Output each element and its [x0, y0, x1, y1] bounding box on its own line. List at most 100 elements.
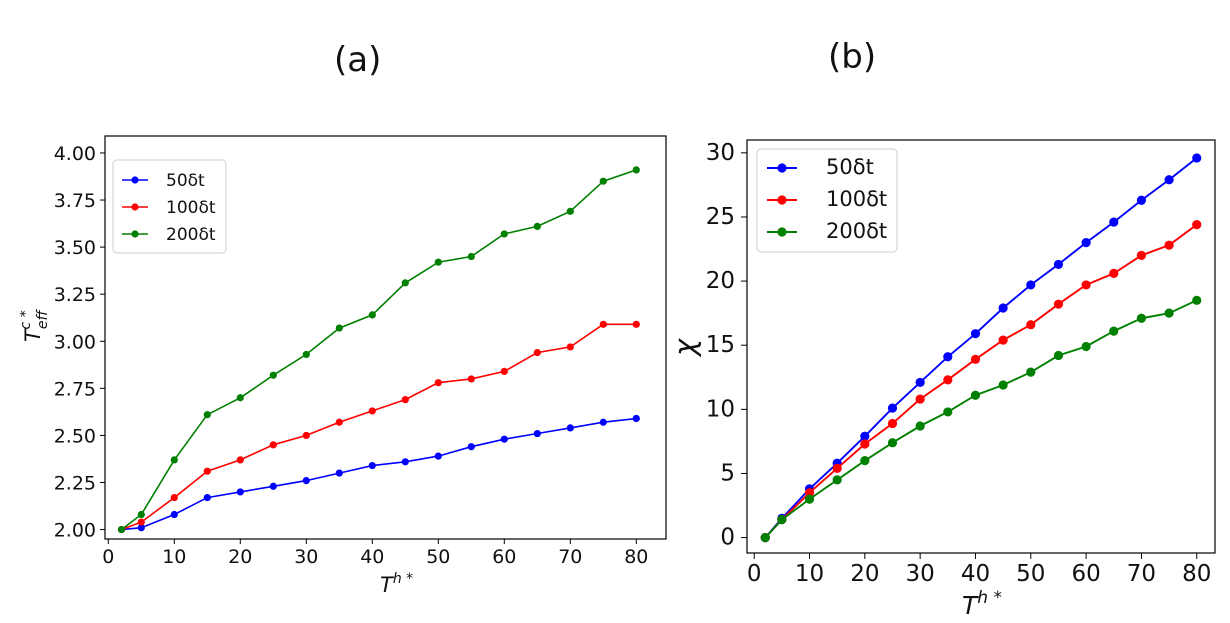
chart-a-data-point	[467, 443, 475, 451]
chart-b-data-point	[1053, 259, 1064, 270]
panel-a-label: (a)	[334, 40, 382, 80]
chart-a: 0 10 20 30 40 50 60 70 80 2.00 2.25 2.50 2.75 3.00 3.…	[18, 135, 667, 597]
chart-b-legend-items: 50δt 100δt 200δt	[767, 155, 887, 243]
chart-a-data-point	[302, 350, 310, 359]
chart-b-x-axis-label: Th *	[962, 588, 1002, 620]
chart-b-xtick-label: 30	[906, 561, 935, 587]
chart-a-series-0	[117, 414, 640, 534]
chart-b-data-point	[1081, 238, 1091, 248]
chart-a-ytick-label: 2.50	[54, 425, 96, 447]
chart-b-data-point	[1192, 153, 1202, 163]
chart-b-data-point	[1081, 280, 1091, 290]
chart-b-legend-frame	[756, 148, 898, 253]
chart-a-xtick-label: 60	[492, 546, 516, 568]
svg-text:χ: χ	[668, 337, 702, 358]
panel-b-label: (b)	[828, 37, 877, 77]
chart-b-data-point	[887, 403, 898, 413]
chart-b-ytick-label: 0	[720, 525, 735, 551]
chart-b-data-point	[998, 380, 1008, 390]
chart-b-legend-label: 50δt	[826, 155, 874, 179]
chart-a-series	[117, 166, 640, 534]
chart-a-data-point	[533, 222, 541, 230]
chart-b-data-point	[1109, 326, 1119, 336]
chart-b-xtick-label: 50	[1016, 561, 1045, 587]
chart-a-data-point	[632, 166, 640, 174]
chart-a-data-point	[500, 367, 508, 375]
chart-b-data-point	[1136, 195, 1147, 205]
chart-b-ytick-label: 5	[720, 460, 735, 486]
chart-b-data-point	[1164, 175, 1174, 185]
chart-b-data-point	[887, 438, 898, 448]
chart-a-data-point	[467, 252, 475, 261]
chart-a-data-point	[500, 435, 508, 443]
chart-b-data-point	[887, 418, 898, 429]
chart-b-data-point	[804, 494, 815, 504]
chart-b-xtick-label: 70	[1127, 561, 1156, 587]
chart-a-data-point	[170, 510, 178, 519]
chart-a-ytick-label: 2.00	[54, 520, 96, 542]
chart-b-series	[760, 153, 1202, 543]
chart-a-legend-marker	[131, 203, 139, 211]
chart-b-data-point	[860, 456, 870, 466]
chart-a-legend-label: 100δt	[166, 198, 216, 218]
chart-b-xtick-label: 20	[850, 561, 879, 587]
chart-a-data-point	[170, 493, 178, 502]
chart-a-data-point	[401, 396, 409, 404]
chart-a-series-1	[117, 320, 640, 534]
chart-b-legend-marker	[777, 195, 787, 205]
chart-a-data-point	[467, 375, 475, 383]
chart-a-data-point	[137, 510, 145, 519]
chart-a-data-point	[566, 207, 574, 215]
chart-a-data-point	[203, 467, 211, 475]
chart-b-series-1	[760, 220, 1202, 543]
chart-a-series-2	[117, 166, 640, 534]
chart-b-xtick-label: 10	[795, 561, 824, 587]
chart-b-data-point	[1053, 350, 1064, 361]
chart-b-series-line	[764, 223, 1198, 539]
chart-b-ytick-label: 30	[706, 140, 735, 166]
chart-a-data-point	[401, 279, 409, 287]
chart-a-ytick-label: 3.50	[54, 237, 96, 259]
chart-b-data-point	[970, 354, 981, 364]
chart-a-data-point	[335, 418, 343, 426]
chart-b-data-point	[832, 463, 842, 473]
chart-b-data-point	[943, 352, 953, 362]
chart-a-data-point	[203, 411, 211, 419]
chart-a-data-point	[335, 469, 343, 477]
chart-a-data-point	[599, 320, 607, 328]
chart-b-data-point	[1026, 280, 1036, 290]
chart-a-y-axis-label: Teffc *	[18, 309, 51, 342]
chart-b-ytick-label: 15	[706, 332, 735, 358]
chart-a-data-point	[302, 477, 310, 485]
chart-a-data-point	[434, 379, 442, 387]
chart-b-data-point	[1192, 295, 1202, 305]
chart-b-data-point	[860, 439, 870, 449]
chart-a-series-line	[121, 417, 637, 531]
chart-a-ytick-label: 4.00	[54, 143, 96, 165]
chart-b-data-point	[1026, 320, 1036, 330]
chart-b-data-point	[970, 329, 981, 339]
chart-b-data-point	[1081, 341, 1091, 352]
chart-a-data-point	[269, 441, 277, 449]
chart-b-data-point	[1164, 240, 1174, 250]
chart-a-xtick-label: 0	[102, 546, 114, 568]
chart-a-data-point	[632, 320, 640, 328]
chart-b: 0 10 20 30 40 50 60 70 80 0 5 10 15 20 25 30 Th * χ 50…	[668, 139, 1216, 620]
chart-a-ytick-label: 3.25	[54, 284, 96, 306]
chart-a-data-point	[368, 407, 376, 415]
chart-a-data-point	[236, 456, 244, 464]
chart-b-data-point	[1109, 217, 1119, 227]
chart-a-legend-frame	[112, 159, 227, 254]
chart-a-x-axis-label: Th *	[380, 571, 413, 597]
chart-b-plot-frame	[746, 139, 1216, 554]
chart-a-data-point	[137, 524, 145, 532]
chart-a-xtick-label: 50	[426, 546, 450, 568]
chart-a-data-point	[368, 461, 376, 470]
chart-a-y-ticks: 2.00 2.25 2.50 2.75 3.00 3.25 3.50 3.75 4.00	[54, 143, 105, 542]
chart-a-legend: 50δt 100δt 200δt	[112, 159, 227, 254]
chart-b-xtick-label: 80	[1182, 561, 1211, 587]
chart-a-ytick-label: 3.75	[54, 190, 96, 212]
chart-b-data-point	[998, 303, 1008, 313]
chart-a-data-point	[599, 418, 607, 426]
chart-a-data-point	[269, 482, 277, 490]
